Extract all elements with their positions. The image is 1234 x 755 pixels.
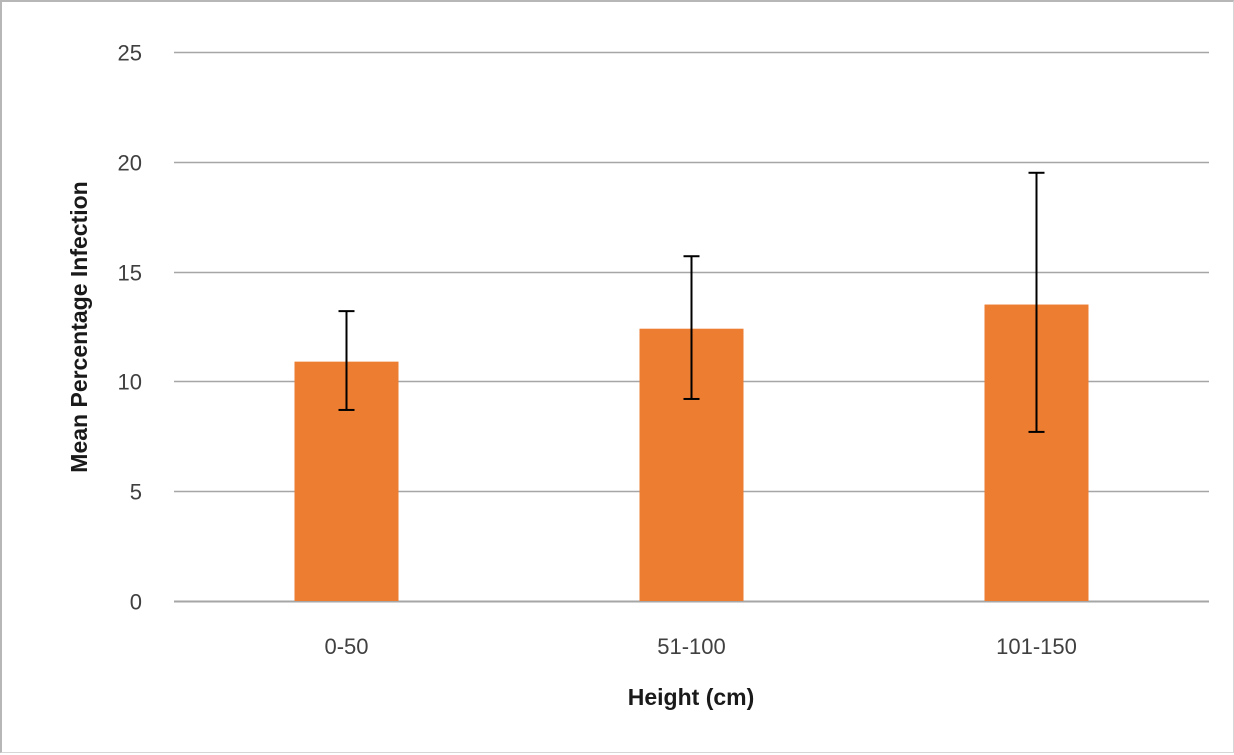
- error-bar-51-100: [683, 255, 700, 400]
- y-axis-title: Mean Percentage Infection: [66, 181, 92, 472]
- x-tick-label-0-50: 0-50: [324, 634, 368, 659]
- y-tick-label-10: 10: [118, 370, 142, 395]
- error-bar-101-150: [1028, 171, 1045, 433]
- y-tick-label-0: 0: [130, 590, 142, 615]
- y-tick-label-25: 25: [118, 41, 142, 66]
- y-tick-label-15: 15: [118, 261, 142, 286]
- y-tick-label-20: 20: [118, 151, 142, 176]
- y-tick-label-5: 5: [130, 480, 142, 505]
- x-tick-label-51-100: 51-100: [657, 634, 726, 659]
- x-axis-title: Height (cm): [628, 684, 755, 710]
- x-axis-ticks: 0-50 51-100 101-150: [324, 634, 1076, 659]
- y-axis-ticks: 0 5 10 15 20 25: [118, 41, 142, 615]
- error-bars: [338, 171, 1045, 433]
- error-bar-0-50: [338, 310, 355, 411]
- x-tick-label-101-150: 101-150: [996, 634, 1077, 659]
